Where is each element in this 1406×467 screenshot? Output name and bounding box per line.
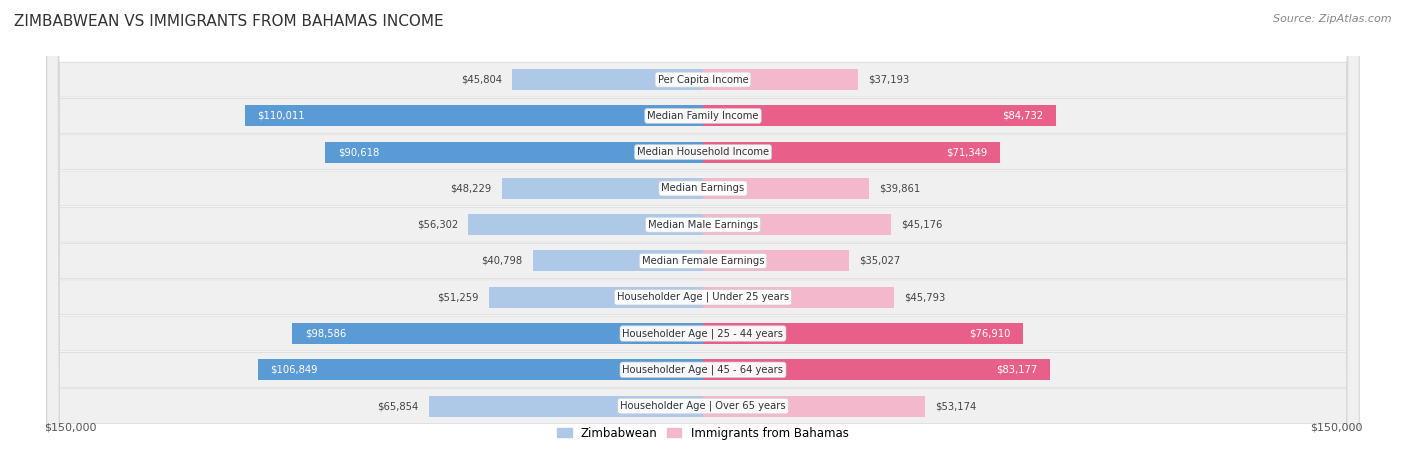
Bar [703,287,894,308]
Text: Median Household Income: Median Household Income [637,147,769,157]
Text: Median Earnings: Median Earnings [661,184,745,193]
Text: $37,193: $37,193 [869,75,910,85]
Text: $35,027: $35,027 [859,256,901,266]
Text: Median Family Income: Median Family Income [647,111,759,121]
Bar [703,178,869,199]
Bar [703,69,858,90]
Text: $39,861: $39,861 [880,184,921,193]
Text: $45,176: $45,176 [901,219,943,230]
Text: $65,854: $65,854 [377,401,418,411]
Bar [703,214,891,235]
Bar [326,142,703,163]
Bar [257,359,703,380]
FancyBboxPatch shape [46,0,1360,467]
Bar [245,106,703,127]
Bar [468,214,703,235]
Text: $40,798: $40,798 [481,256,523,266]
FancyBboxPatch shape [46,0,1360,467]
FancyBboxPatch shape [46,0,1360,467]
Bar [533,250,703,271]
Text: $45,804: $45,804 [461,75,502,85]
Text: Householder Age | 25 - 44 years: Householder Age | 25 - 44 years [623,328,783,339]
Text: $45,793: $45,793 [904,292,945,302]
Bar [489,287,703,308]
Bar [703,142,1000,163]
Text: Householder Age | 45 - 64 years: Householder Age | 45 - 64 years [623,365,783,375]
Bar [703,323,1024,344]
Text: $106,849: $106,849 [270,365,318,375]
FancyBboxPatch shape [46,0,1360,467]
Text: $83,177: $83,177 [995,365,1038,375]
Text: Per Capita Income: Per Capita Income [658,75,748,85]
Text: Householder Age | Under 25 years: Householder Age | Under 25 years [617,292,789,303]
Text: $48,229: $48,229 [450,184,492,193]
FancyBboxPatch shape [46,0,1360,467]
Text: $56,302: $56,302 [416,219,458,230]
Text: $110,011: $110,011 [257,111,305,121]
Bar [512,69,703,90]
FancyBboxPatch shape [46,0,1360,467]
Bar [502,178,703,199]
Text: $150,000: $150,000 [44,422,96,432]
Text: $71,349: $71,349 [946,147,988,157]
Text: Source: ZipAtlas.com: Source: ZipAtlas.com [1274,14,1392,24]
Text: $53,174: $53,174 [935,401,976,411]
Text: Householder Age | Over 65 years: Householder Age | Over 65 years [620,401,786,411]
Legend: Zimbabwean, Immigrants from Bahamas: Zimbabwean, Immigrants from Bahamas [553,422,853,444]
Text: ZIMBABWEAN VS IMMIGRANTS FROM BAHAMAS INCOME: ZIMBABWEAN VS IMMIGRANTS FROM BAHAMAS IN… [14,14,444,29]
Text: Median Male Earnings: Median Male Earnings [648,219,758,230]
Text: Median Female Earnings: Median Female Earnings [641,256,765,266]
Text: $76,910: $76,910 [970,328,1011,339]
Bar [703,106,1056,127]
Bar [429,396,703,417]
FancyBboxPatch shape [46,0,1360,467]
Bar [703,359,1049,380]
Text: $51,259: $51,259 [437,292,479,302]
FancyBboxPatch shape [46,0,1360,467]
Text: $150,000: $150,000 [1310,422,1362,432]
Text: $98,586: $98,586 [305,328,346,339]
Text: $84,732: $84,732 [1002,111,1043,121]
Text: $90,618: $90,618 [337,147,380,157]
Bar [703,396,925,417]
Bar [292,323,703,344]
FancyBboxPatch shape [46,0,1360,467]
FancyBboxPatch shape [46,0,1360,467]
Bar [703,250,849,271]
